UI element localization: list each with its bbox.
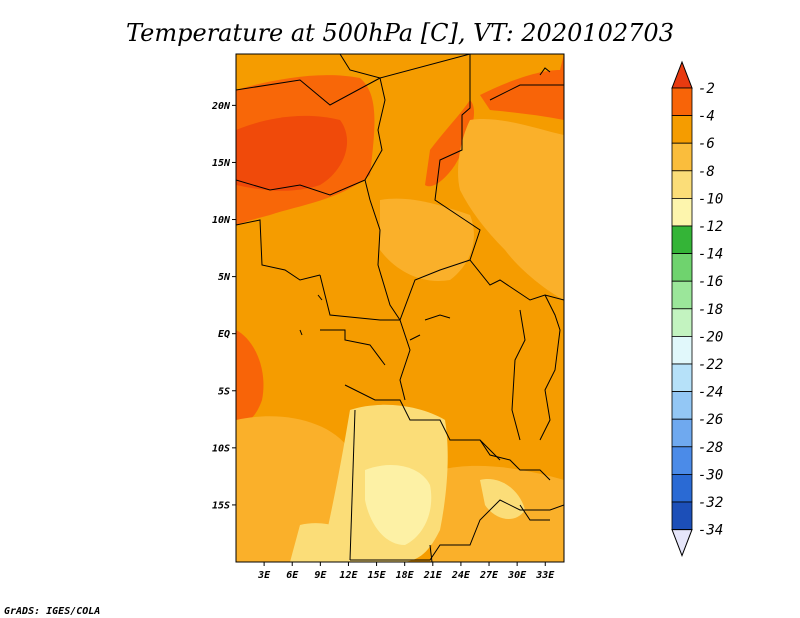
colorbar-swatch — [671, 115, 693, 144]
lat-tick-label: EQ — [218, 329, 230, 340]
map-panel: 20N 15N 10N 5N EQ 5S 10S 15S 3E 6E 9E 12E 15E 18E 21E… — [211, 53, 565, 581]
colorbar-label: -10 — [698, 191, 723, 207]
country-borders — [236, 54, 564, 562]
lon-tick-label: 27E — [479, 570, 499, 581]
band-minus8-southwest — [290, 523, 355, 562]
colorbar-label: -12 — [698, 219, 723, 235]
lat-tick-label: 15N — [212, 158, 231, 169]
longitude-ticks: 3E 6E 9E 12E 15E 18E 21E 24E 27E 30E 33E — [257, 562, 555, 581]
colorbar-label: -20 — [698, 329, 723, 345]
colorbar-swatch — [671, 225, 693, 255]
lon-tick-label: 18E — [396, 570, 415, 581]
colorbar-swatch — [671, 170, 693, 199]
colorbar-label: -6 — [698, 136, 715, 152]
band-minus10-south — [365, 465, 432, 545]
colorbar-swatch — [671, 391, 693, 420]
map-frame — [235, 53, 565, 563]
colorbar-swatch — [671, 446, 693, 475]
colorbar-swatch — [671, 418, 693, 448]
colorbar-label: -8 — [698, 164, 715, 180]
lat-tick-label: 10S — [212, 443, 230, 454]
map-title: Temperature at 500hPa [C], VT: 202010270… — [126, 19, 674, 47]
colorbar-label: -24 — [698, 385, 723, 401]
lon-tick-label: 9E — [314, 570, 327, 581]
colorbar: -2 -4 -6 -8 -10 -12 -14 -16 -18 -20 -22 -24 -26 -28 -3… — [671, 60, 723, 557]
latitude-ticks: 20N 15N 10N 5N EQ 5S 10S 15S — [211, 101, 236, 511]
lon-tick-label: 33E — [535, 570, 555, 581]
lon-tick-label: 15E — [368, 570, 387, 581]
colorbar-label: -28 — [698, 440, 723, 456]
colorbar-swatch — [671, 280, 693, 310]
colorbar-label: -18 — [698, 302, 723, 318]
lon-tick-label: 6E — [286, 570, 299, 581]
colorbar-bottom-arrow — [671, 529, 693, 557]
grads-credit: GrADS: IGES/COLA — [4, 606, 100, 617]
lat-tick-label: 5N — [218, 272, 231, 283]
band-minus6-central — [380, 198, 474, 281]
lat-tick-label: 20N — [211, 101, 231, 112]
colorbar-label: -34 — [698, 523, 723, 539]
colorbar-label: -30 — [698, 467, 723, 483]
colorbar-swatch — [671, 308, 693, 337]
colorbar-label: -16 — [698, 274, 723, 290]
band-minus4-coast — [236, 330, 264, 422]
colorbar-swatch — [671, 142, 693, 172]
colorbar-label: -14 — [698, 247, 723, 263]
colorbar-label: -32 — [698, 495, 723, 511]
band-minus2-north — [236, 115, 348, 191]
colorbar-label: -2 — [698, 81, 715, 97]
lat-tick-label: 5S — [218, 386, 230, 397]
colorbar-swatch — [671, 473, 693, 503]
band-minus6-east — [458, 118, 564, 300]
colorbar-swatch — [671, 253, 693, 282]
lon-tick-label: 30E — [507, 570, 527, 581]
band-minus4-ne — [480, 54, 564, 120]
colorbar-swatch — [671, 87, 693, 117]
lon-tick-label: 21E — [423, 570, 443, 581]
lon-tick-label: 24E — [451, 570, 471, 581]
colorbar-swatch — [671, 197, 693, 227]
lon-tick-label: 3E — [257, 570, 271, 581]
temperature-field — [236, 54, 564, 562]
lat-tick-label: 15S — [212, 500, 230, 511]
colorbar-label: -26 — [698, 412, 723, 428]
colorbar-swatch — [671, 363, 693, 393]
colorbar-label: -22 — [698, 357, 723, 373]
colorbar-swatch — [671, 501, 693, 531]
colorbar-top-arrow — [671, 60, 693, 89]
colorbar-swatch — [671, 335, 693, 365]
lat-tick-label: 10N — [212, 215, 231, 226]
colorbar-label: -4 — [698, 109, 715, 125]
lon-tick-label: 12E — [339, 570, 358, 581]
